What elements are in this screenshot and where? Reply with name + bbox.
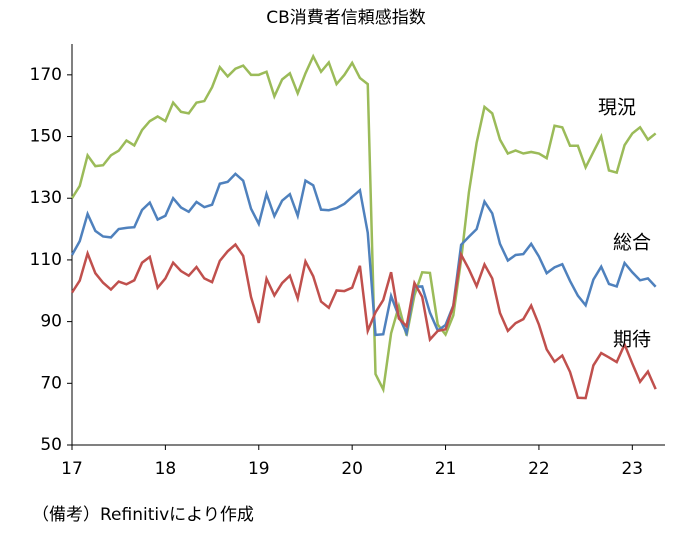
series-label: 総合 bbox=[613, 232, 651, 254]
x-tick-label: 18 bbox=[155, 459, 177, 479]
y-tick-label: 170 bbox=[30, 65, 62, 85]
y-tick-label: 90 bbox=[40, 312, 62, 332]
x-tick-label: 20 bbox=[341, 459, 363, 479]
x-tick-label: 17 bbox=[61, 459, 83, 479]
series-label: 期待 bbox=[613, 329, 651, 351]
x-tick-label: 21 bbox=[435, 459, 457, 479]
series-line bbox=[70, 53, 657, 394]
y-tick-label: 150 bbox=[30, 127, 62, 147]
x-tick-label: 19 bbox=[248, 459, 270, 479]
series-line bbox=[70, 172, 657, 338]
y-tick-label: 110 bbox=[30, 250, 62, 270]
y-tick-label: 130 bbox=[30, 188, 62, 208]
y-tick-label: 70 bbox=[40, 373, 62, 393]
series-label: 現況 bbox=[598, 97, 636, 119]
x-tick-label: 23 bbox=[621, 459, 643, 479]
series-line bbox=[70, 242, 657, 400]
source-note: （備考）Refinitivにより作成 bbox=[32, 505, 254, 525]
x-tick-label: 22 bbox=[528, 459, 550, 479]
chart-title: CB消費者信頼感指数 bbox=[266, 8, 426, 28]
y-tick-label: 50 bbox=[40, 435, 62, 455]
